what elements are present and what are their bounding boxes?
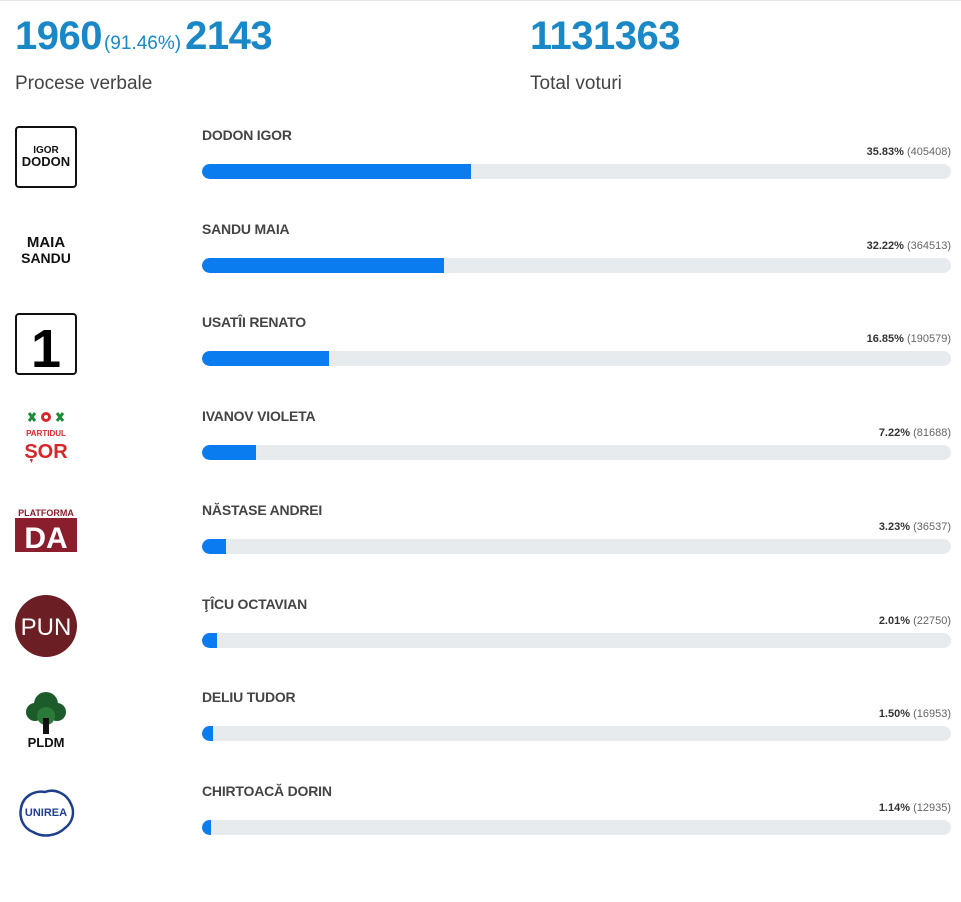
candidate-percentage: 16.85% — [866, 333, 904, 345]
svg-text:IGOR: IGOR — [33, 145, 59, 156]
candidate-result: 16.85% (190579) — [867, 333, 951, 345]
progress-track — [202, 351, 951, 366]
candidate-percentage: 3.23% — [878, 521, 911, 533]
svg-text:ȘOR: ȘOR — [24, 441, 68, 463]
progress-fill — [202, 164, 471, 179]
candidate-percentage: 32.22% — [866, 240, 904, 252]
svg-text:DODON: DODON — [22, 154, 70, 169]
candidate-name: ŢÎCU OCTAVIAN — [202, 596, 307, 612]
processed-percentage: (91.46%) — [103, 33, 182, 54]
progress-track — [202, 445, 951, 460]
svg-text:PARTIDUL: PARTIDUL — [26, 429, 66, 438]
candidate-row[interactable]: PLATFORMA DA NĂSTASE ANDREI 3.23% (36537… — [0, 501, 961, 595]
progress-fill — [202, 258, 444, 273]
candidate-percentage: 1.14% — [878, 802, 911, 814]
votes-stat: 1131363 Total voturi — [530, 14, 681, 95]
maia-sandu-logo: MAIA SANDU — [15, 220, 77, 282]
igor-dodon-logo: IGOR DODON — [15, 126, 77, 188]
candidate-votes: (190579) — [906, 333, 951, 345]
candidate-votes: (405408) — [906, 146, 951, 158]
top-divider — [0, 0, 961, 1]
number-one-logo: 1 — [15, 313, 77, 379]
svg-text:PUN: PUN — [21, 614, 72, 641]
svg-text:MAIA: MAIA — [27, 234, 65, 251]
candidate-result: 35.83% (405408) — [867, 146, 951, 158]
candidate-result: 1.14% (12935) — [879, 802, 951, 814]
svg-text:1: 1 — [31, 319, 61, 375]
candidate-name: USATÎI RENATO — [202, 314, 306, 330]
pun-logo: PUN — [15, 595, 77, 657]
progress-track — [202, 726, 951, 741]
candidate-name: DODON IGOR — [202, 127, 292, 143]
candidate-name: NĂSTASE ANDREI — [202, 502, 323, 518]
candidate-result: 32.22% (364513) — [867, 240, 951, 252]
partidul-sor-logo: PARTIDUL ȘOR — [15, 407, 77, 469]
progress-fill — [202, 820, 211, 835]
processed-caption: Procese verbale — [15, 73, 153, 94]
progress-fill — [202, 351, 329, 366]
total-votes: 1131363 — [530, 14, 681, 58]
candidate-row[interactable]: MAIA SANDU SANDU MAIA 32.22% (364513) — [0, 220, 961, 314]
candidate-name: SANDU MAIA — [202, 221, 290, 237]
platforma-da-logo: PLATFORMA DA — [15, 501, 77, 563]
candidate-votes: (12935) — [913, 802, 951, 814]
candidate-percentage: 2.01% — [878, 615, 911, 627]
candidate-name: DELIU TUDOR — [202, 689, 296, 705]
candidate-percentage: 1.50% — [878, 708, 911, 720]
total-votes-caption: Total voturi — [530, 73, 622, 94]
progress-track — [202, 258, 951, 273]
candidate-row[interactable]: IGOR DODON DODON IGOR 35.83% (405408) — [0, 126, 961, 220]
candidate-name: CHIRTOACĂ DORIN — [202, 783, 332, 799]
progress-fill — [202, 539, 227, 554]
processed-count: 1960 — [15, 14, 102, 58]
candidate-result: 2.01% (22750) — [879, 615, 951, 627]
candidate-result: 1.50% (16953) — [879, 708, 951, 720]
candidate-result: 7.22% (81688) — [879, 427, 951, 439]
progress-track — [202, 820, 951, 835]
candidate-votes: (16953) — [913, 708, 951, 720]
candidate-row[interactable]: UNIREA CHIRTOACĂ DORIN 1.14% (12935) — [0, 782, 961, 876]
progress-track — [202, 539, 951, 554]
candidate-name: IVANOV VIOLETA — [202, 408, 316, 424]
candidate-votes: (36537) — [913, 521, 951, 533]
svg-text:UNIREA: UNIREA — [25, 807, 67, 819]
progress-track — [202, 633, 951, 648]
pldm-logo: PLDM — [15, 688, 77, 750]
processed-stat: 1960 (91.46%) 2143 Procese verbale — [15, 14, 273, 95]
candidate-votes: (364513) — [906, 240, 951, 252]
oak-tree-icon — [26, 692, 66, 734]
progress-fill — [202, 726, 214, 741]
svg-text:SANDU: SANDU — [21, 250, 71, 266]
candidate-votes: (22750) — [913, 615, 951, 627]
candidate-row[interactable]: PUN ŢÎCU OCTAVIAN 2.01% (22750) — [0, 595, 961, 689]
candidate-row[interactable]: PARTIDUL ȘOR IVANOV VIOLETA 7.22% (81688… — [0, 407, 961, 501]
total-precincts: 2143 — [185, 14, 273, 58]
flower-ornament-icon — [27, 412, 65, 422]
progress-fill — [202, 633, 218, 648]
svg-text:PLATFORMA: PLATFORMA — [18, 508, 74, 518]
candidate-percentage: 35.83% — [866, 146, 904, 158]
candidate-row[interactable]: PLDM DELIU TUDOR 1.50% (16953) — [0, 688, 961, 782]
svg-text:PLDM: PLDM — [28, 735, 65, 750]
candidate-votes: (81688) — [913, 427, 951, 439]
candidate-percentage: 7.22% — [878, 427, 911, 439]
svg-text:DA: DA — [24, 522, 67, 555]
unirea-logo: UNIREA — [15, 782, 77, 844]
progress-track — [202, 164, 951, 179]
candidate-result: 3.23% (36537) — [879, 521, 951, 533]
progress-fill — [202, 445, 257, 460]
candidate-row[interactable]: 1 USATÎI RENATO 16.85% (190579) — [0, 313, 961, 407]
